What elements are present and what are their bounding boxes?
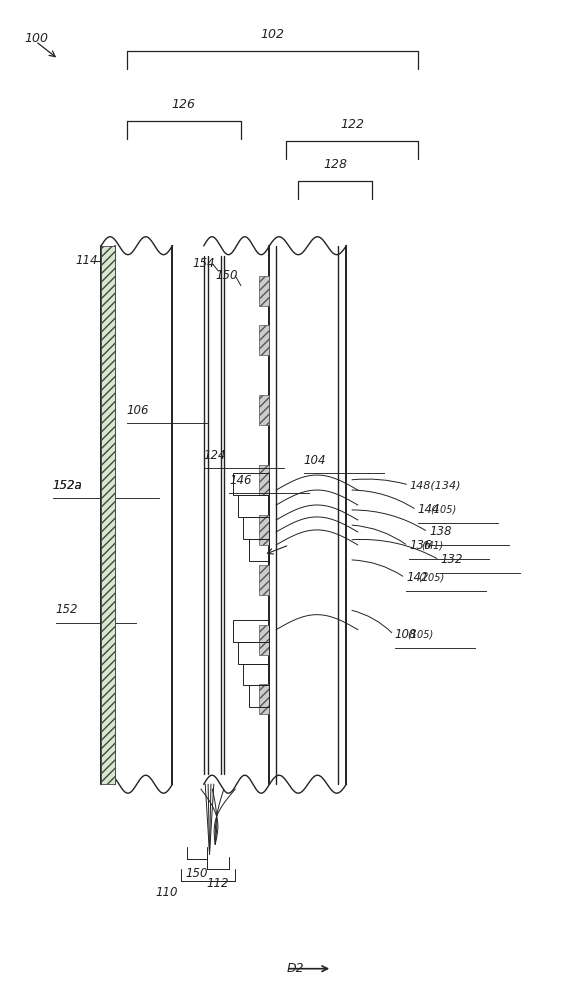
Bar bbox=[233, 473, 269, 495]
Bar bbox=[249, 685, 269, 707]
Text: 126: 126 bbox=[172, 98, 196, 111]
Text: 138: 138 bbox=[429, 525, 452, 538]
Bar bbox=[243, 517, 269, 539]
Bar bbox=[259, 276, 269, 306]
Bar bbox=[259, 515, 269, 545]
Bar bbox=[101, 246, 115, 784]
Text: 150: 150 bbox=[215, 269, 238, 282]
Text: D2: D2 bbox=[286, 962, 304, 975]
Text: 154: 154 bbox=[193, 257, 215, 270]
Text: 106: 106 bbox=[127, 404, 150, 417]
Text: 148(134): 148(134) bbox=[409, 480, 461, 490]
Text: 142: 142 bbox=[406, 571, 429, 584]
Text: 100: 100 bbox=[24, 32, 48, 45]
Text: 108: 108 bbox=[395, 628, 417, 641]
Text: 152a: 152a bbox=[53, 479, 83, 492]
Text: 152a: 152a bbox=[53, 479, 83, 492]
Bar bbox=[259, 395, 269, 425]
Bar bbox=[243, 664, 269, 685]
Text: 114: 114 bbox=[76, 254, 98, 267]
Bar bbox=[259, 684, 269, 714]
Text: 110: 110 bbox=[156, 886, 178, 899]
Bar bbox=[259, 625, 269, 655]
Bar bbox=[259, 565, 269, 595]
Text: 112: 112 bbox=[207, 877, 229, 890]
Bar bbox=[259, 465, 269, 495]
Text: 124: 124 bbox=[204, 449, 226, 462]
Text: 132: 132 bbox=[441, 553, 463, 566]
Bar bbox=[233, 620, 269, 642]
Text: (105): (105) bbox=[418, 573, 445, 583]
Bar bbox=[249, 539, 269, 561]
Text: (105): (105) bbox=[407, 630, 433, 640]
Text: 150: 150 bbox=[186, 867, 208, 880]
Bar bbox=[259, 325, 269, 355]
Text: (105): (105) bbox=[430, 505, 456, 515]
Text: 104: 104 bbox=[304, 454, 326, 467]
Text: 136: 136 bbox=[409, 539, 431, 552]
Bar bbox=[238, 495, 269, 517]
Text: 122: 122 bbox=[340, 118, 364, 131]
Text: 128: 128 bbox=[323, 158, 347, 171]
Text: 144: 144 bbox=[418, 503, 440, 516]
Bar bbox=[238, 642, 269, 664]
Text: 152: 152 bbox=[56, 603, 78, 616]
Text: (M1): (M1) bbox=[421, 541, 444, 551]
Text: 146: 146 bbox=[229, 474, 252, 487]
Text: 102: 102 bbox=[260, 28, 284, 41]
